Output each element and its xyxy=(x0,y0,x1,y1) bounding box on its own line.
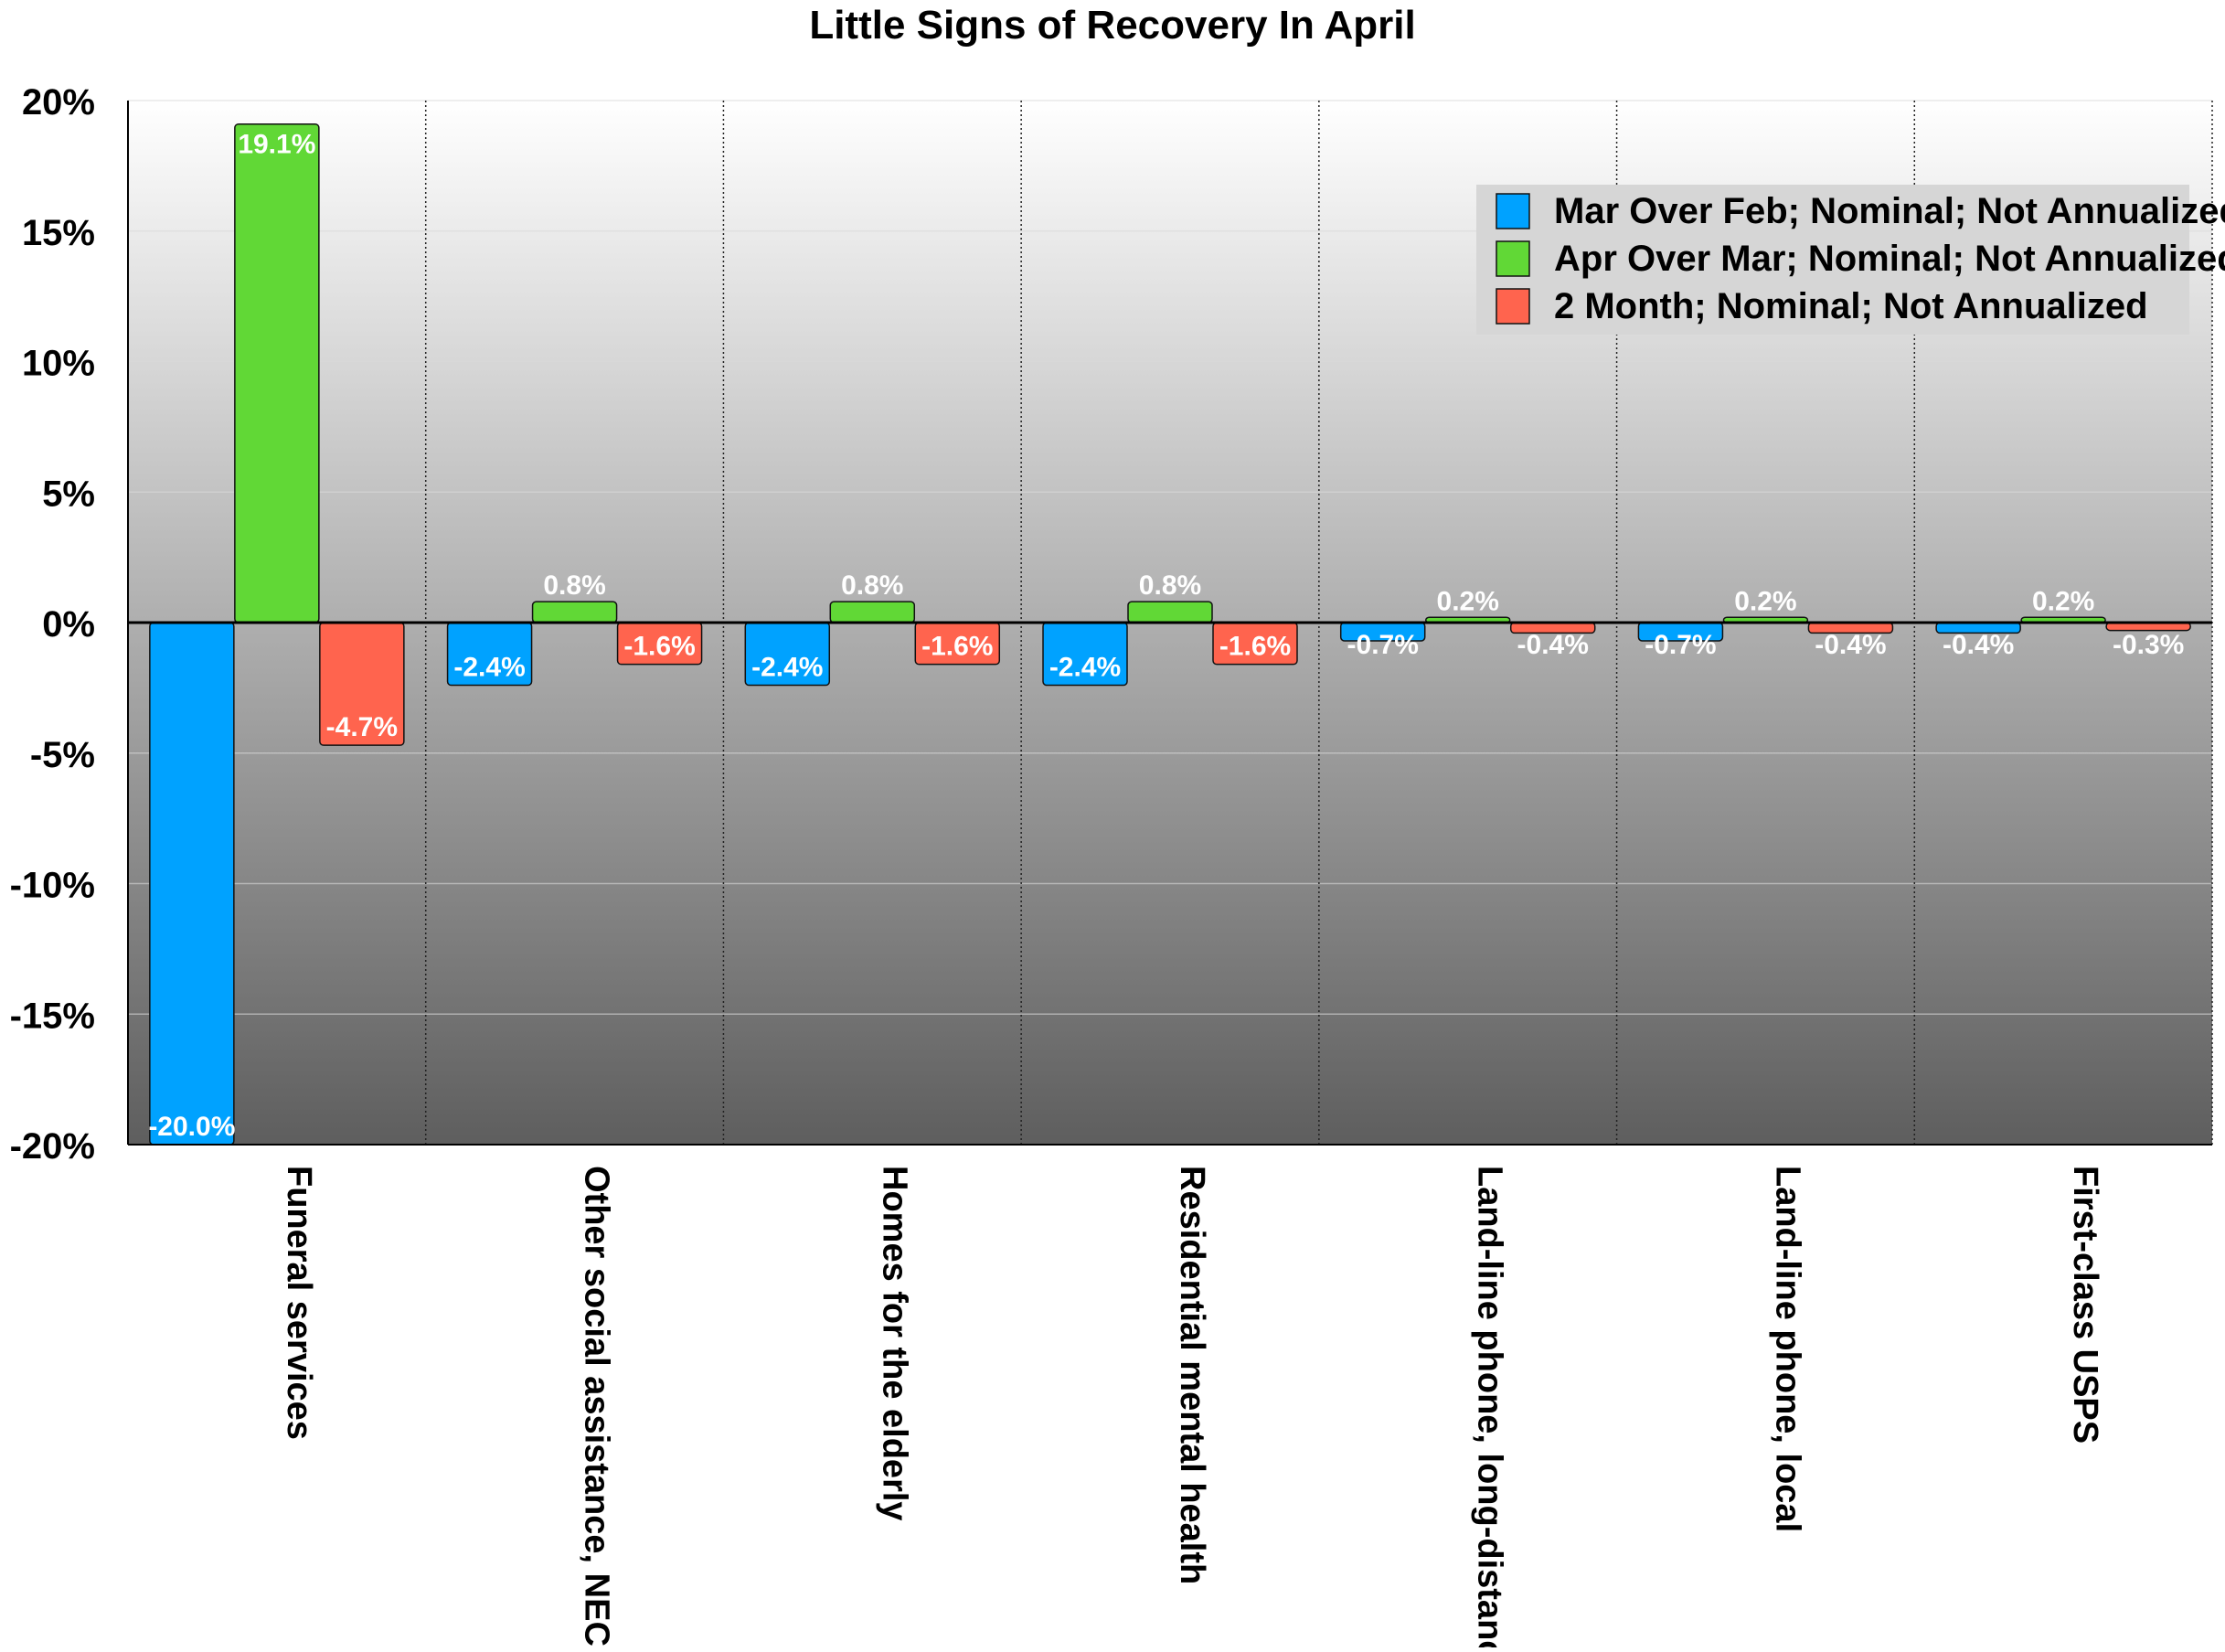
y-tick-label: -10% xyxy=(10,866,95,906)
y-tick-label: -15% xyxy=(10,996,95,1036)
data-label: 0.8% xyxy=(841,570,903,601)
data-label: 0.8% xyxy=(1139,570,1201,601)
data-label: -0.4% xyxy=(1815,630,1886,660)
legend-swatch xyxy=(1496,193,1530,229)
data-label: -1.6% xyxy=(921,632,993,662)
data-label: -1.6% xyxy=(623,632,695,662)
data-label: 19.1% xyxy=(238,130,315,160)
data-label: -0.3% xyxy=(2113,630,2184,660)
data-label: -2.4% xyxy=(751,653,823,683)
legend-swatch xyxy=(1496,288,1530,325)
data-label: -20.0% xyxy=(148,1112,235,1142)
bar xyxy=(149,622,235,1146)
data-label: 0.2% xyxy=(1734,586,1796,616)
legend-label: Mar Over Feb; Nominal; Not Annualized xyxy=(1554,191,2225,231)
chart-title: Little Signs of Recovery In April xyxy=(809,3,1415,48)
data-label: -4.7% xyxy=(326,712,398,742)
plot-area: 20% 15% 10% 5% 0% -5% -10% -15% -20% -20.0% 19.1% -… xyxy=(10,82,2225,1652)
data-label: -0.7% xyxy=(1347,630,1419,660)
x-tick-label: Other social assistance, NEC xyxy=(578,1166,616,1647)
legend-swatch xyxy=(1496,240,1530,277)
x-tick-label: Funeral services xyxy=(280,1166,318,1440)
y-tick-label: 0% xyxy=(42,604,95,645)
legend-label: 2 Month; Nominal; Not Annualized xyxy=(1554,286,2148,326)
y-tick-label: -5% xyxy=(30,735,95,775)
y-tick-label: 5% xyxy=(42,474,95,514)
data-label: -1.6% xyxy=(1219,632,1291,662)
y-tick-label: 10% xyxy=(22,344,95,384)
data-label: -0.7% xyxy=(1645,630,1716,660)
data-label: 0.2% xyxy=(2032,586,2094,616)
data-label: -2.4% xyxy=(453,653,525,683)
bar xyxy=(1127,601,1213,623)
x-tick-label: Land-line phone, long-distance xyxy=(1471,1166,1509,1647)
x-tick-label: First-class USPS xyxy=(2066,1166,2104,1444)
data-label: 0.2% xyxy=(1437,586,1499,616)
y-tick-label: 15% xyxy=(22,213,95,253)
y-tick-label: -20% xyxy=(10,1126,95,1167)
y-tick-label: 20% xyxy=(22,82,95,123)
bar xyxy=(829,601,916,623)
legend-box xyxy=(1476,185,2189,335)
data-label: -0.4% xyxy=(1517,630,1589,660)
x-tick-label: Land-line phone, local xyxy=(1768,1166,1806,1532)
bar xyxy=(234,123,320,623)
data-label: -0.4% xyxy=(1943,630,2014,660)
data-label: -2.4% xyxy=(1049,653,1121,683)
x-tick-label: Residential mental health xyxy=(1173,1166,1211,1584)
bar xyxy=(531,601,618,623)
legend-label: Apr Over Mar; Nominal; Not Annualized xyxy=(1554,239,2225,279)
data-label: 0.8% xyxy=(543,570,605,601)
x-tick-label: Homes for the elderly xyxy=(875,1166,913,1521)
